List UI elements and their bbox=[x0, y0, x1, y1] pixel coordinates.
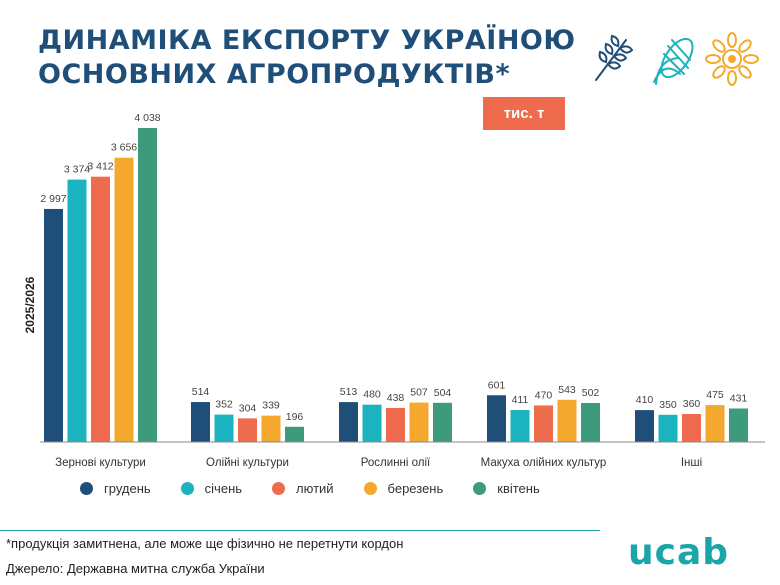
bar bbox=[261, 415, 281, 442]
bar bbox=[238, 418, 257, 442]
bar bbox=[362, 404, 382, 442]
data-label: 504 bbox=[434, 387, 452, 399]
bar bbox=[91, 176, 110, 442]
category-label: Макуха олійних культур bbox=[481, 457, 607, 469]
data-label: 411 bbox=[512, 394, 529, 406]
bar bbox=[729, 408, 748, 442]
corn-icon bbox=[653, 37, 694, 85]
bar bbox=[487, 395, 506, 442]
data-label: 3 374 bbox=[64, 164, 90, 176]
data-label: 601 bbox=[488, 379, 506, 391]
legend-swatch bbox=[363, 482, 377, 495]
data-label: 2 997 bbox=[40, 193, 66, 205]
bar bbox=[44, 208, 63, 442]
data-label: 507 bbox=[410, 387, 428, 399]
page-title: ДИНАМІКА ЕКСПОРТУ УКРАЇНОЮ ОСНОВНИХ АГРО… bbox=[38, 25, 576, 90]
category-label: Зернові культури bbox=[55, 457, 146, 469]
data-label: 339 bbox=[262, 400, 280, 412]
legend-item: квітень bbox=[473, 481, 540, 496]
legend-swatch bbox=[180, 482, 194, 495]
footer-divider bbox=[0, 530, 600, 531]
legend-item: січень bbox=[180, 481, 243, 496]
bar bbox=[557, 399, 577, 442]
data-label: 475 bbox=[706, 389, 724, 401]
bar bbox=[433, 402, 452, 442]
legend-label: грудень bbox=[104, 481, 151, 496]
wheat-icon bbox=[595, 34, 634, 81]
legend-item: лютий bbox=[272, 481, 334, 496]
bar bbox=[67, 179, 87, 442]
data-label: 543 bbox=[558, 384, 576, 396]
legend-label: лютий bbox=[296, 481, 334, 496]
data-label: 431 bbox=[730, 392, 748, 404]
data-label: 196 bbox=[286, 411, 304, 423]
legend-label: січень bbox=[204, 481, 243, 496]
data-label: 350 bbox=[659, 399, 677, 411]
unit-badge: тис. т bbox=[483, 97, 565, 130]
bar bbox=[635, 410, 654, 442]
legend-swatch bbox=[80, 482, 93, 495]
legend-label: квітень bbox=[497, 481, 540, 496]
agro-icons bbox=[595, 32, 759, 86]
bar bbox=[191, 402, 210, 442]
bar bbox=[581, 402, 600, 442]
data-label: 3 656 bbox=[111, 142, 137, 154]
legend-item: грудень bbox=[80, 481, 151, 496]
y-axis-label: 2025/2026 bbox=[23, 276, 37, 333]
category-label: Олійні культури bbox=[206, 457, 289, 469]
data-label: 410 bbox=[636, 394, 654, 406]
data-label: 304 bbox=[239, 402, 257, 414]
bar bbox=[339, 402, 358, 442]
data-label: 480 bbox=[363, 389, 381, 401]
bar bbox=[658, 414, 678, 442]
bar bbox=[285, 426, 304, 442]
data-label: 352 bbox=[215, 399, 233, 411]
data-label: 3 412 bbox=[87, 161, 113, 173]
bar bbox=[409, 402, 429, 442]
bar bbox=[682, 414, 701, 442]
bar bbox=[510, 410, 530, 442]
data-label: 470 bbox=[535, 389, 553, 401]
data-label: 513 bbox=[340, 386, 358, 398]
source-note: Джерело: Державна митна служба України bbox=[6, 561, 265, 576]
legend-item: березень bbox=[363, 481, 444, 496]
bar-chart: 2025/2026 2 997 514 513 601 410 3 374 352 480 411… bbox=[23, 112, 765, 469]
data-label: 4 038 bbox=[134, 112, 160, 124]
bar bbox=[214, 414, 234, 442]
footnote: *продукція замитнена, але може ще фізичн… bbox=[6, 536, 404, 551]
data-label: 438 bbox=[387, 392, 405, 404]
bar bbox=[386, 407, 405, 442]
bar bbox=[534, 405, 553, 442]
legend-label: березень bbox=[387, 481, 444, 496]
legend-swatch bbox=[473, 482, 487, 495]
data-label: 502 bbox=[582, 387, 600, 399]
category-label: Інші bbox=[681, 457, 702, 469]
category-label: Рослинні олії bbox=[361, 457, 431, 469]
bar bbox=[138, 128, 157, 442]
chart-legend: грудень січень лютий березень квітень bbox=[80, 481, 570, 496]
bar bbox=[705, 405, 725, 442]
bar bbox=[114, 157, 134, 442]
ucab-logo: ucab bbox=[628, 532, 730, 573]
data-label: 514 bbox=[192, 386, 210, 398]
legend-swatch bbox=[272, 482, 286, 495]
data-label: 360 bbox=[683, 398, 701, 410]
sunflower-icon bbox=[705, 32, 759, 86]
